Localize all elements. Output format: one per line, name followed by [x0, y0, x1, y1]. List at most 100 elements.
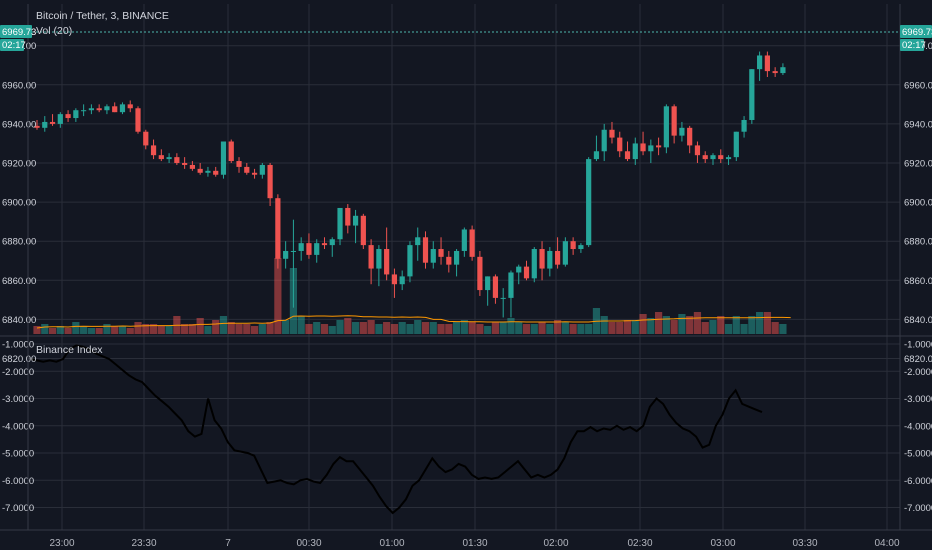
candle-body[interactable] [228, 141, 234, 162]
candle-body[interactable] [205, 170, 211, 173]
candle-body[interactable] [718, 155, 724, 160]
candle-body[interactable] [236, 161, 242, 167]
candle-body[interactable] [733, 131, 739, 158]
candle-body[interactable] [197, 168, 203, 173]
candle-body[interactable] [772, 71, 778, 74]
candle-body[interactable] [578, 245, 584, 250]
candle-body[interactable] [174, 157, 180, 163]
candle-body[interactable] [337, 207, 343, 240]
candle-body[interactable] [150, 145, 157, 156]
candle-body[interactable] [42, 121, 48, 128]
candle-body[interactable] [384, 249, 390, 275]
candle-body[interactable] [780, 67, 786, 74]
candle-body[interactable] [166, 157, 172, 160]
candle-body[interactable] [34, 125, 40, 128]
candle-body[interactable] [671, 106, 677, 136]
candle-body[interactable] [640, 143, 646, 152]
candle-body[interactable] [104, 106, 110, 111]
candle-body[interactable] [275, 198, 281, 259]
candle-body[interactable] [415, 237, 421, 246]
candle-body[interactable] [586, 159, 592, 246]
candle-body[interactable] [127, 104, 133, 109]
candle-body[interactable] [73, 110, 79, 119]
candle-body[interactable] [407, 245, 413, 277]
candle-body[interactable] [547, 250, 553, 269]
candle-body[interactable] [57, 114, 63, 124]
candle-body[interactable] [314, 243, 320, 255]
candle-body[interactable] [298, 243, 304, 251]
candle-body[interactable] [453, 250, 460, 265]
candle-body[interactable] [679, 127, 685, 136]
candle-body[interactable] [632, 143, 638, 160]
candle-body[interactable] [593, 151, 600, 160]
candle-body[interactable] [376, 249, 382, 269]
candle-body[interactable] [329, 239, 335, 246]
candle-body[interactable] [500, 297, 506, 299]
candle-body[interactable] [477, 256, 483, 291]
candle-body[interactable] [283, 250, 289, 259]
candle-body[interactable] [189, 164, 195, 169]
candle-body[interactable] [749, 69, 755, 120]
candle-body[interactable] [360, 215, 366, 246]
candle-body[interactable] [182, 163, 188, 165]
candle-body[interactable] [492, 276, 499, 298]
candle-body[interactable] [485, 276, 491, 291]
candle-body[interactable] [531, 249, 537, 279]
candle-body[interactable] [251, 172, 258, 175]
candle-body[interactable] [345, 207, 351, 226]
candle-body[interactable] [624, 151, 631, 160]
candle-body[interactable] [702, 155, 708, 160]
candle-body[interactable] [119, 104, 126, 113]
candle-body[interactable] [570, 241, 576, 250]
candle-body[interactable] [112, 106, 118, 113]
candle-body[interactable] [554, 250, 561, 265]
candle-body[interactable] [158, 155, 164, 160]
candle-body[interactable] [663, 106, 669, 148]
candle-body[interactable] [65, 114, 71, 119]
candle-body[interactable] [430, 249, 436, 263]
candle-body[interactable] [213, 170, 219, 175]
candle-body[interactable] [508, 272, 514, 298]
candle-body[interactable] [352, 215, 359, 226]
candles[interactable] [34, 51, 786, 318]
candle-body[interactable] [757, 55, 763, 70]
candle-body[interactable] [244, 166, 250, 173]
candle-body[interactable] [391, 274, 398, 285]
candle-body[interactable] [135, 108, 141, 132]
candle-body[interactable] [267, 164, 273, 199]
candle-body[interactable] [306, 243, 312, 255]
candle-body[interactable] [321, 243, 328, 246]
candle-body[interactable] [399, 276, 405, 285]
candle-body[interactable] [88, 108, 94, 111]
candle-body[interactable] [687, 127, 693, 146]
candle-body[interactable] [469, 229, 475, 257]
volume-bar [484, 326, 492, 334]
candle-body[interactable] [562, 241, 568, 265]
candle-body[interactable] [648, 145, 654, 152]
candle-body[interactable] [461, 229, 467, 251]
candle-body[interactable] [81, 110, 87, 112]
candle-body[interactable] [601, 129, 607, 152]
candle-body[interactable] [96, 108, 102, 111]
candle-body[interactable] [694, 145, 701, 156]
candle-body[interactable] [422, 237, 429, 263]
candle-body[interactable] [368, 245, 374, 269]
candle-body[interactable] [609, 129, 615, 138]
candle-body[interactable] [143, 131, 149, 146]
candle-body[interactable] [523, 266, 530, 279]
candle-body[interactable] [438, 249, 444, 257]
candle-body[interactable] [725, 157, 732, 160]
candle-body[interactable] [516, 266, 522, 273]
candle-body[interactable] [49, 121, 56, 124]
candle-body[interactable] [710, 155, 716, 160]
candle-body[interactable] [446, 256, 452, 265]
candle-body[interactable] [741, 119, 747, 132]
candle-body[interactable] [656, 145, 662, 148]
candle-body[interactable] [764, 55, 770, 72]
candle-body[interactable] [290, 250, 297, 252]
candle-body[interactable] [259, 164, 265, 175]
candle-body[interactable] [539, 249, 545, 269]
candle-body[interactable] [220, 141, 227, 175]
candle-body[interactable] [617, 137, 623, 152]
